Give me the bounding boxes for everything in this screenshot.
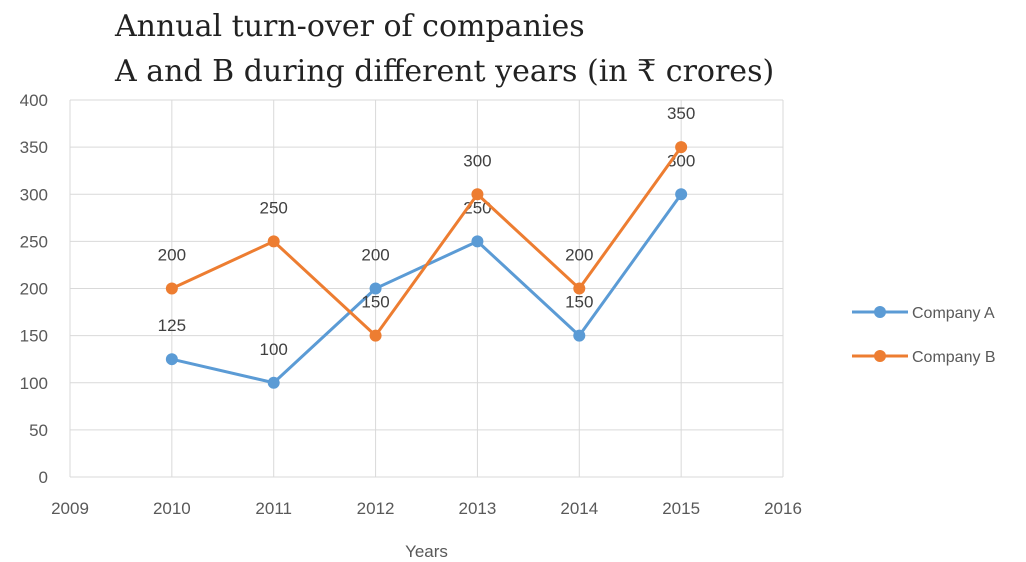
- legend-label: Company A: [912, 305, 995, 322]
- series-line: [171, 146, 683, 338]
- x-tick-label: 2012: [357, 499, 395, 518]
- data-label: 200: [158, 246, 186, 265]
- y-tick-label: 200: [20, 280, 48, 299]
- data-point: [267, 376, 280, 389]
- data-label: 125: [158, 316, 186, 335]
- data-point: [675, 188, 688, 201]
- data-point: [165, 282, 178, 295]
- data-point: [369, 329, 382, 342]
- y-tick-label: 250: [20, 232, 48, 251]
- data-label: 150: [565, 293, 593, 312]
- data-point: [267, 235, 280, 248]
- legend-marker: [874, 306, 886, 318]
- y-tick-label: 100: [20, 374, 48, 393]
- legend: Company A Company B: [852, 305, 996, 366]
- x-tick-label: 2014: [560, 499, 598, 518]
- chart-title-line2: A and B during different years (in ₹ cro…: [115, 54, 775, 89]
- series-company-a: 125 100 200 250 150 300: [158, 151, 695, 389]
- data-label: 100: [260, 340, 288, 359]
- x-tick-label: 2016: [764, 499, 802, 518]
- x-tick-label: 2010: [153, 499, 191, 518]
- y-tick-label: 0: [39, 468, 48, 487]
- y-tick-label: 300: [20, 185, 48, 204]
- data-label: 200: [361, 246, 389, 265]
- data-label: 350: [667, 104, 695, 123]
- data-label: 200: [565, 246, 593, 265]
- x-tick-label: 2009: [51, 499, 89, 518]
- data-point: [165, 353, 178, 366]
- x-tick-label: 2015: [662, 499, 700, 518]
- gridlines: [69, 99, 784, 478]
- x-axis-title: Years: [405, 542, 448, 561]
- data-label: 300: [463, 151, 491, 170]
- data-point: [369, 282, 382, 295]
- data-point: [573, 329, 586, 342]
- chart-title: Annual turn-over of companies A and B du…: [115, 4, 774, 94]
- x-tick-label: 2011: [255, 499, 292, 518]
- y-tick-label: 400: [20, 91, 48, 110]
- legend-marker: [874, 350, 886, 362]
- legend-label: Company B: [912, 349, 996, 366]
- data-point: [675, 141, 688, 154]
- y-tick-label: 150: [20, 327, 48, 346]
- data-label: 250: [260, 198, 288, 217]
- chart-title-line1: Annual turn-over of companies: [115, 9, 585, 44]
- data-point: [573, 282, 586, 295]
- data-point: [471, 235, 484, 248]
- data-label: 150: [361, 293, 389, 312]
- series-company-b: 200 250 150 300 200 350: [158, 104, 695, 342]
- y-tick-label: 350: [20, 138, 48, 157]
- y-tick-label: 50: [29, 421, 48, 440]
- data-point: [471, 188, 484, 201]
- x-tick-label: 2013: [459, 499, 497, 518]
